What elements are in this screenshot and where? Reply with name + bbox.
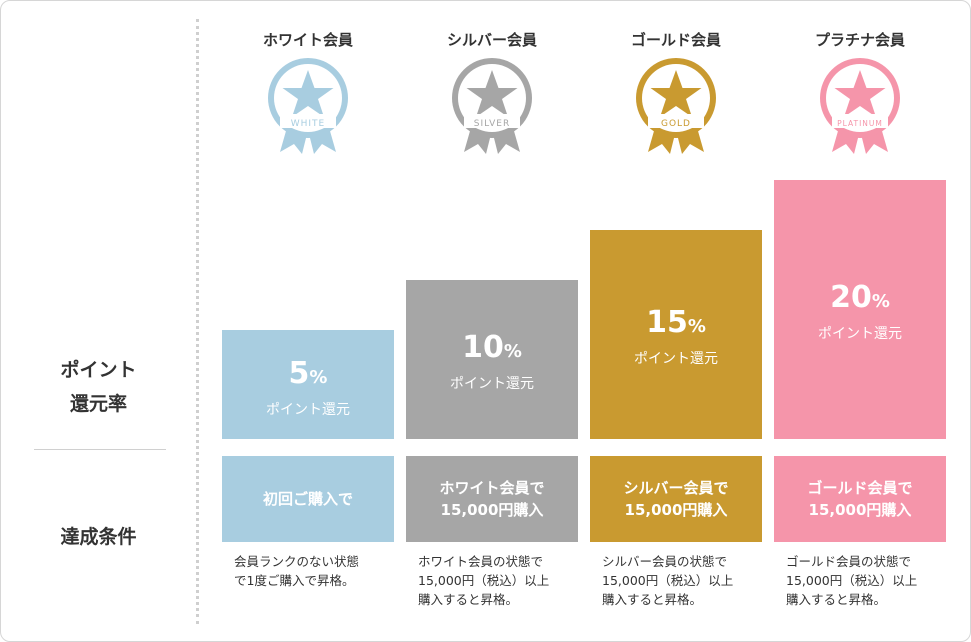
condition-line2: 15,000円購入 [624, 501, 728, 519]
tier-column: ゴールド会員 GOLD 15% ポイント還元 シルバー会員で 15,000円購入 シルバー会… [590, 1, 762, 641]
rate-label: ポイント還元 [634, 351, 718, 367]
rate-unit: % [871, 291, 890, 312]
condition-description: 会員ランクのない状態 で1度ご購入で昇格。 [234, 554, 360, 588]
condition-box: シルバー会員で 15,000円購入 [590, 456, 762, 542]
condition-box: 初回ご購入で [222, 456, 394, 542]
condition-line2: 15,000円購入 [808, 501, 912, 519]
rate-percentage: 5% [222, 356, 394, 396]
medal-badge-icon: PLATINUM [814, 56, 906, 156]
medal-badge-icon: WHITE [262, 56, 354, 156]
rate-value: 10 [462, 330, 504, 365]
condition-line1: ゴールド会員で [807, 479, 913, 497]
condition-label: 達成条件 [60, 526, 137, 548]
tier-title: プラチナ会員 [814, 31, 905, 49]
point-rate-bar: 20% ポイント還元 [774, 180, 946, 439]
medal-badge-icon: GOLD [630, 56, 722, 156]
rate-unit: % [309, 367, 328, 388]
rate-percentage: 15% [590, 305, 762, 345]
rate-label: ポイント還元 [450, 376, 534, 392]
point-rate-bar: 15% ポイント還元 [590, 230, 762, 439]
tier-title: ホワイト会員 [262, 31, 353, 49]
tier-column: ホワイト会員 WHITE 5% ポイント還元 初回ご購入で会員ランクのない状態 で1度ご… [222, 1, 394, 641]
condition-line2: 15,000円購入 [440, 501, 544, 519]
rate-percentage: 20% [774, 280, 946, 320]
condition-box: ホワイト会員で 15,000円購入 [406, 456, 578, 542]
point-rate-label-line2: 還元率 [69, 393, 127, 415]
point-rate-bar: 10% ポイント還元 [406, 280, 578, 439]
condition-box: ゴールド会員で 15,000円購入 [774, 456, 946, 542]
tier-column: プラチナ会員 PLATINUM 20% ポイント還元 ゴールド会員で 15,000円購入ゴ… [774, 1, 946, 641]
condition-line1: シルバー会員で [623, 479, 729, 497]
badge-label: SILVER [473, 119, 511, 129]
point-rate-bar: 5% ポイント還元 [222, 330, 394, 439]
rate-value: 15 [646, 305, 688, 340]
rate-value: 20 [830, 280, 872, 315]
medal-badge-icon: SILVER [446, 56, 538, 156]
rate-label: ポイント還元 [818, 326, 902, 342]
rate-percentage: 10% [406, 330, 578, 370]
badge-label: WHITE [290, 119, 326, 129]
condition-description: シルバー会員の状態で 15,000円（税込）以上 購入すると昇格。 [602, 554, 734, 607]
tier-title: シルバー会員 [446, 31, 537, 49]
condition-description: ホワイト会員の状態で 15,000円（税込）以上 購入すると昇格。 [418, 554, 550, 607]
vertical-divider [196, 19, 199, 624]
tier-column: シルバー会員 SILVER 10% ポイント還元 ホワイト会員で 15,000円購入 ホワイ… [406, 1, 578, 641]
tier-title: ゴールド会員 [630, 31, 721, 49]
condition-description: ゴールド会員の状態で 15,000円（税込）以上 購入すると昇格。 [786, 554, 918, 607]
point-rate-label: ポイント 還元率 [1, 353, 196, 421]
badge-label: PLATINUM [837, 119, 883, 128]
badge-label: GOLD [660, 119, 691, 129]
rate-unit: % [503, 341, 522, 362]
rate-value: 5 [288, 356, 310, 391]
point-rate-label-line1: ポイント [60, 359, 137, 381]
condition-line1: 初回ご購入で [262, 490, 353, 508]
condition-line1: ホワイト会員で [439, 479, 545, 497]
rate-label: ポイント還元 [266, 402, 350, 418]
row-separator [34, 449, 166, 450]
rate-unit: % [687, 316, 706, 337]
